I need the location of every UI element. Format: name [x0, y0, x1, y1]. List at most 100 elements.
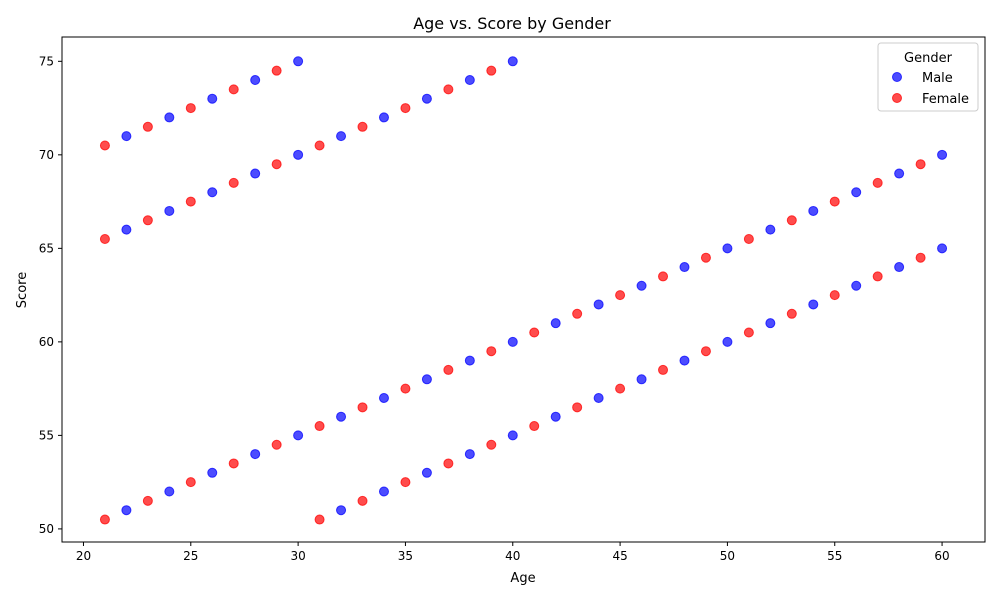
data-point-male-35 [336, 505, 347, 516]
x-tick-label-50: 50 [720, 549, 735, 563]
data-point-female-25 [529, 327, 540, 338]
data-point-male-41 [593, 392, 604, 403]
data-point-male-10 [336, 131, 347, 142]
y-tick-label-75: 75 [39, 54, 54, 68]
data-point-male-36 [378, 486, 389, 497]
data-point-male-6 [164, 205, 175, 216]
data-point-male-12 [421, 93, 432, 104]
x-tick-label-20: 20 [76, 549, 91, 563]
data-point-male-20 [336, 411, 347, 422]
data-point-male-13 [464, 75, 475, 86]
data-point-male-45 [765, 318, 776, 329]
data-point-male-29 [722, 243, 733, 254]
x-tick-label-55: 55 [827, 549, 842, 563]
data-point-female-13 [443, 84, 454, 95]
data-point-female-18 [228, 458, 239, 469]
data-point-female-33 [872, 177, 883, 188]
data-point-male-40 [550, 411, 561, 422]
data-point-male-11 [378, 112, 389, 123]
data-point-male-0 [121, 131, 132, 142]
y-axis-label: Score [15, 272, 30, 308]
data-point-female-48 [872, 271, 883, 282]
data-point-female-34 [915, 159, 926, 170]
data-point-male-14 [507, 56, 518, 67]
data-point-female-6 [142, 215, 153, 226]
data-point-male-17 [207, 467, 218, 478]
data-point-female-8 [228, 177, 239, 188]
x-tick-label-40: 40 [505, 549, 520, 563]
data-point-female-2 [185, 103, 196, 114]
x-axis-ticks: 20 25 30 35 40 45 50 55 60 [76, 542, 950, 563]
data-point-male-4 [293, 56, 304, 67]
data-point-male-24 [507, 336, 518, 347]
chart-title: Age vs. Score by Gender [413, 14, 611, 33]
data-point-female-12 [400, 103, 411, 114]
legend-title: Gender [904, 51, 953, 66]
data-point-female-27 [615, 290, 626, 301]
data-point-male-44 [722, 336, 733, 347]
data-point-female-17 [185, 477, 196, 488]
data-point-male-26 [593, 299, 604, 310]
data-point-female-35 [314, 514, 325, 525]
x-tick-label-60: 60 [934, 549, 949, 563]
data-point-male-30 [765, 224, 776, 235]
data-point-female-7 [185, 196, 196, 207]
data-point-female-44 [700, 346, 711, 357]
data-point-male-47 [851, 280, 862, 291]
y-tick-label-50: 50 [39, 522, 54, 536]
data-point-female-38 [443, 458, 454, 469]
data-point-female-43 [658, 364, 669, 375]
data-point-male-8 [250, 168, 261, 179]
data-point-female-46 [786, 308, 797, 319]
data-point-male-28 [679, 262, 690, 273]
data-point-male-38 [464, 449, 475, 460]
data-point-female-31 [786, 215, 797, 226]
data-point-female-28 [658, 271, 669, 282]
data-point-male-49 [937, 243, 948, 254]
data-point-female-24 [486, 346, 497, 357]
data-point-female-40 [529, 421, 540, 432]
y-tick-label-60: 60 [39, 335, 54, 349]
legend-marker-male [892, 72, 902, 82]
data-point-male-32 [851, 187, 862, 198]
data-point-female-16 [142, 495, 153, 506]
y-axis-ticks: 50 55 60 65 70 75 [39, 54, 62, 536]
data-point-female-47 [829, 290, 840, 301]
data-point-female-1 [142, 121, 153, 132]
data-point-male-19 [293, 430, 304, 441]
data-point-male-42 [636, 374, 647, 385]
data-point-female-19 [271, 439, 282, 450]
x-tick-label-45: 45 [612, 549, 627, 563]
points-layer [99, 56, 948, 525]
x-tick-label-25: 25 [183, 549, 198, 563]
x-axis-label: Age [510, 571, 535, 586]
data-point-female-39 [486, 439, 497, 450]
data-point-female-9 [271, 159, 282, 170]
y-tick-label-55: 55 [39, 428, 54, 442]
data-point-male-39 [507, 430, 518, 441]
data-point-male-22 [421, 374, 432, 385]
data-point-female-30 [743, 234, 754, 244]
data-point-female-4 [271, 65, 282, 76]
data-point-female-29 [700, 252, 711, 263]
plot-area-frame [61, 36, 986, 543]
data-point-female-21 [357, 402, 368, 413]
data-point-male-7 [207, 187, 218, 198]
data-point-female-23 [443, 364, 454, 375]
data-point-male-46 [808, 299, 819, 310]
data-point-female-20 [314, 421, 325, 432]
data-point-female-15 [99, 514, 110, 525]
data-point-female-10 [314, 140, 325, 151]
data-point-female-41 [572, 402, 583, 413]
data-point-female-14 [486, 65, 497, 76]
data-point-male-23 [464, 355, 475, 366]
legend: Gender Male Female [877, 42, 979, 112]
data-point-female-32 [829, 196, 840, 207]
x-tick-label-30: 30 [290, 549, 305, 563]
data-point-female-49 [915, 252, 926, 263]
data-point-male-15 [121, 505, 132, 516]
data-point-male-34 [937, 149, 948, 160]
data-point-female-37 [400, 477, 411, 488]
data-point-female-22 [400, 383, 411, 394]
